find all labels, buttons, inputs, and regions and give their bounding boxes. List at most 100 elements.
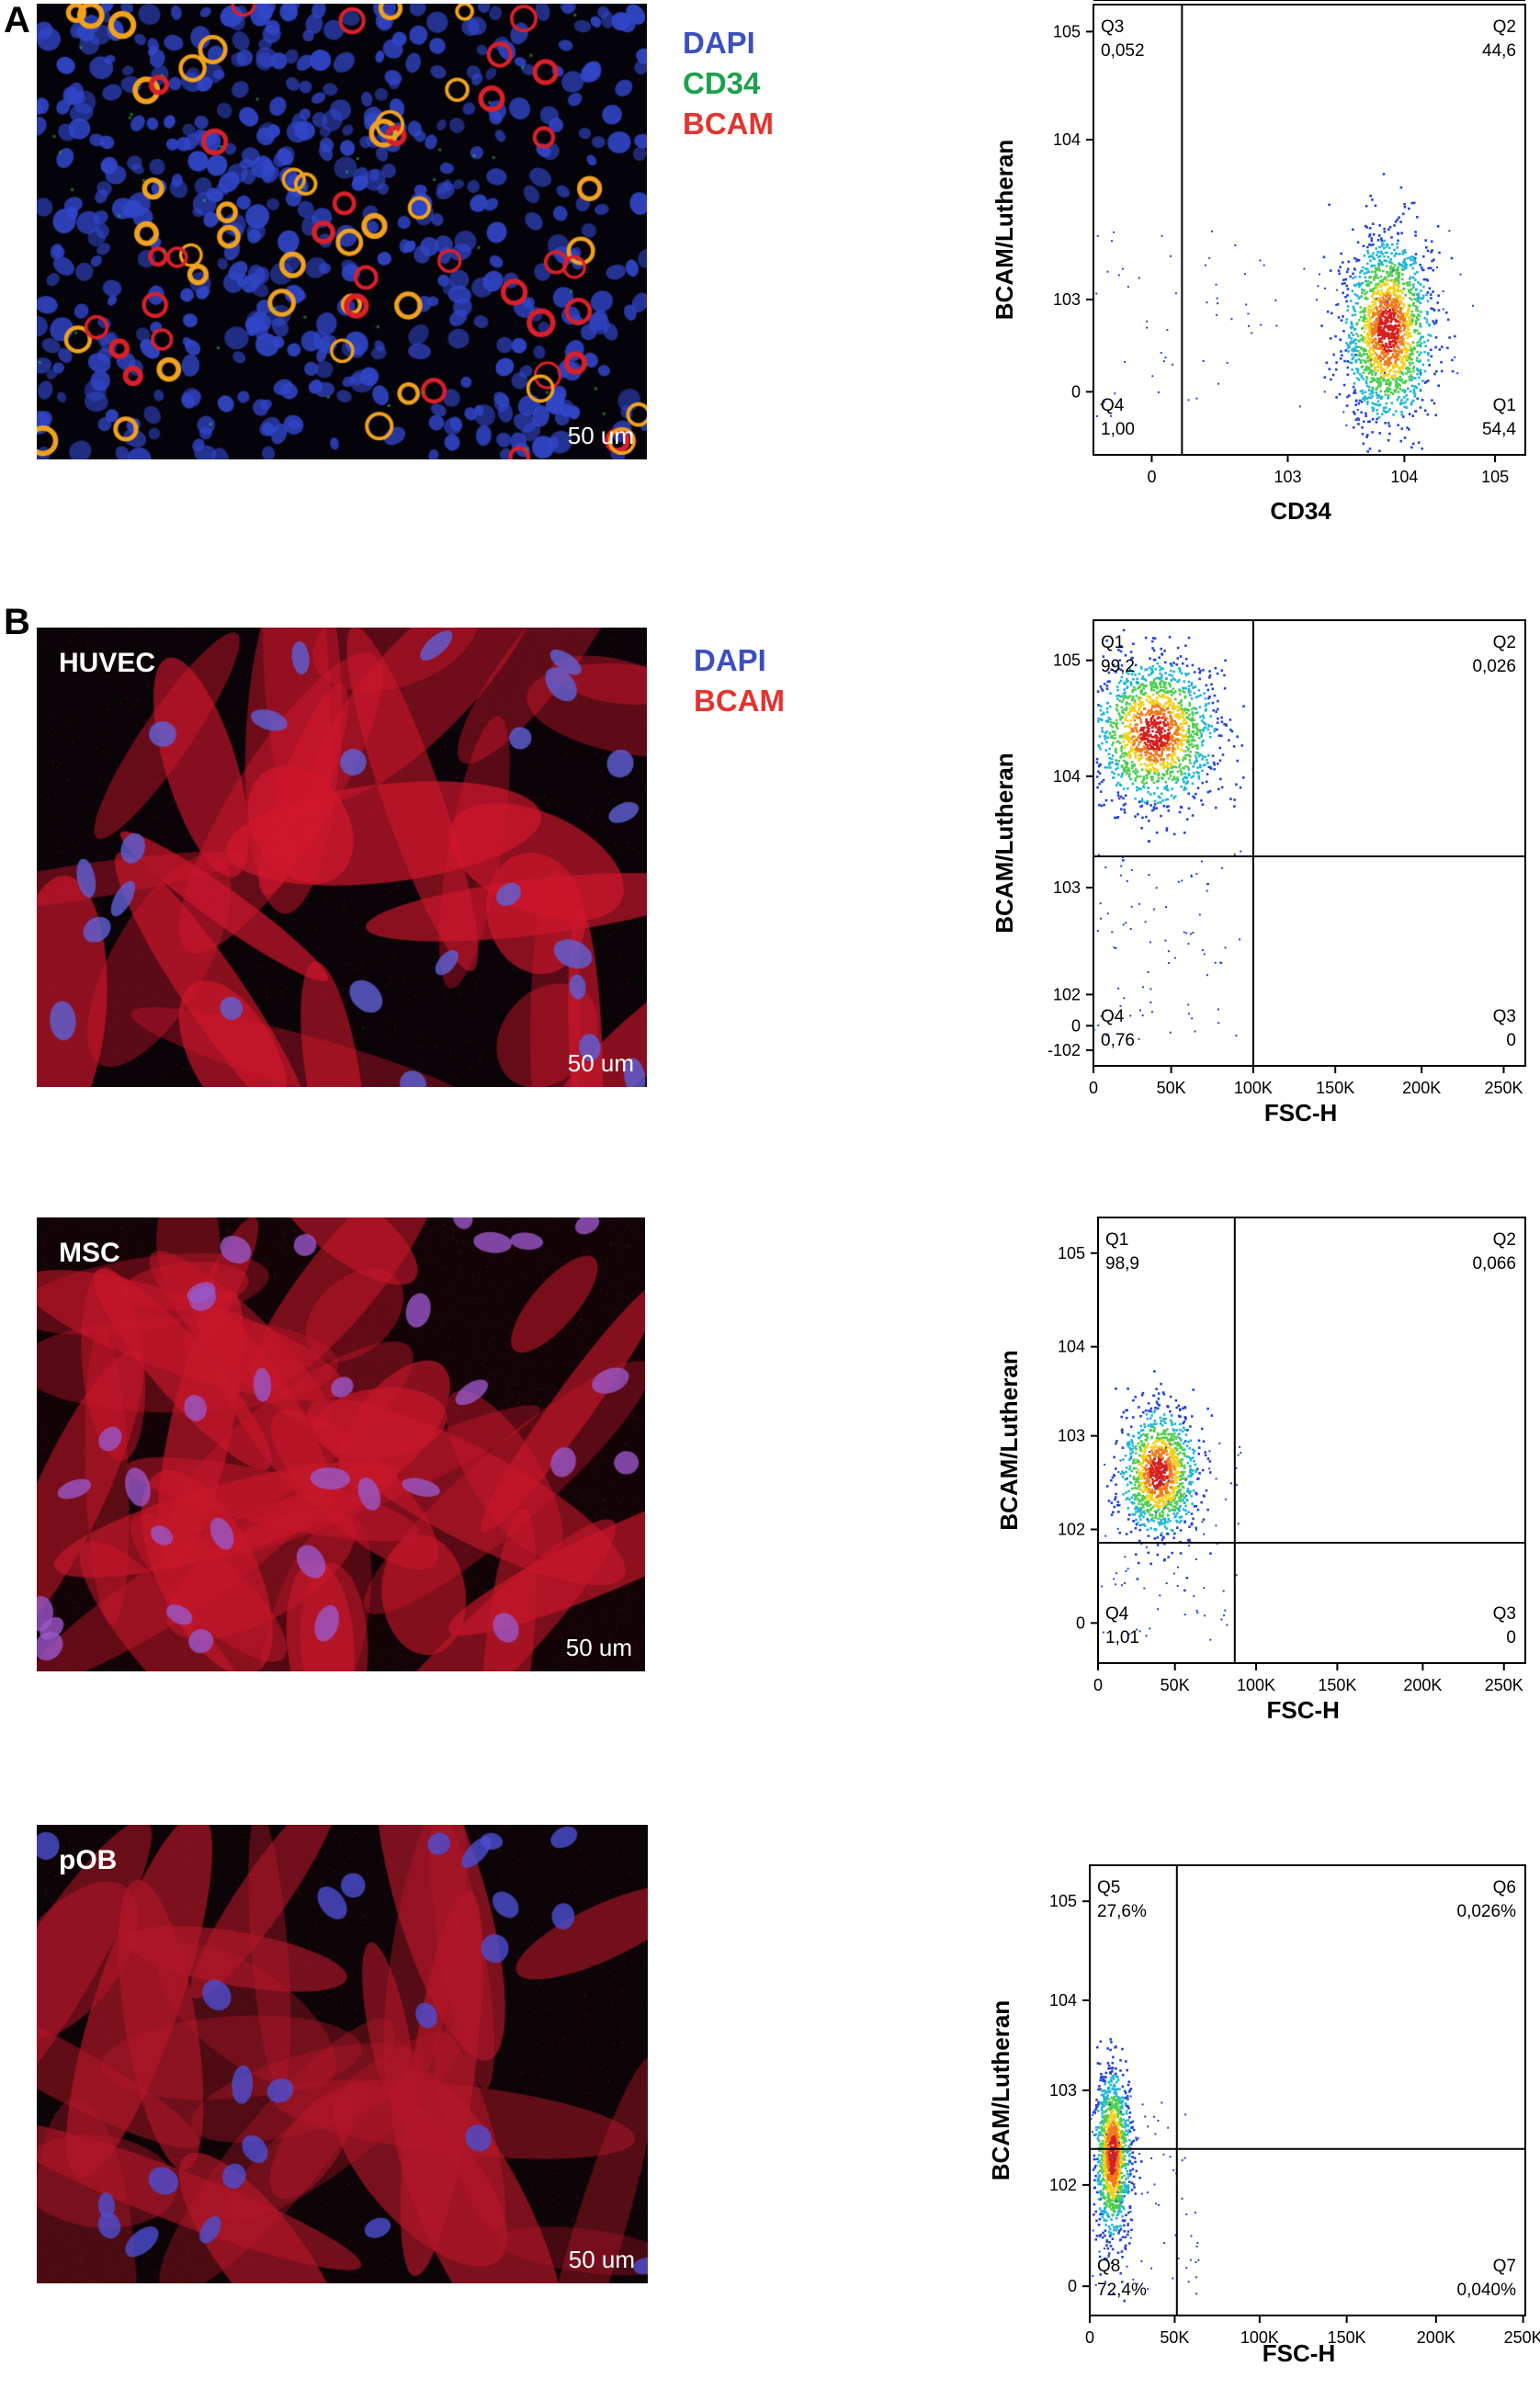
event-dot — [1173, 1422, 1176, 1425]
event-dot — [1404, 315, 1407, 318]
event-dot — [1201, 742, 1204, 744]
event-dot — [1131, 1451, 1134, 1454]
event-dot — [1216, 284, 1217, 286]
event-dot — [1217, 298, 1218, 300]
event-dot — [1178, 706, 1181, 708]
event-dot — [1104, 732, 1107, 735]
event-dot — [1190, 933, 1192, 934]
event-dot — [1102, 2115, 1104, 2118]
event-dot — [1410, 289, 1413, 291]
event-dot — [1375, 331, 1377, 334]
event-dot — [1173, 753, 1176, 756]
micrograph-huvec: HUVEC 50 um — [37, 628, 647, 1087]
event-dot — [1134, 1396, 1137, 1398]
event-dot — [1177, 647, 1180, 650]
event-dot — [1374, 403, 1376, 406]
event-dot — [1146, 1413, 1149, 1416]
event-dot — [1158, 777, 1161, 780]
event-dot — [1395, 277, 1398, 280]
event-dot — [1422, 286, 1425, 289]
event-dot — [1208, 702, 1211, 705]
event-dot — [1129, 2112, 1132, 2114]
event-dot — [1379, 383, 1382, 386]
event-dot — [1099, 748, 1102, 751]
event-dot — [1392, 305, 1395, 308]
event-dot — [1161, 799, 1164, 802]
event-dot — [1217, 1009, 1219, 1011]
event-dot — [1403, 282, 1406, 285]
event-dot — [1384, 360, 1387, 363]
event-dot — [1355, 345, 1358, 348]
event-dot — [1350, 341, 1353, 344]
event-dot — [1188, 774, 1191, 776]
event-dot — [1183, 1521, 1186, 1523]
event-dot — [1369, 333, 1372, 335]
event-dot — [1393, 370, 1396, 373]
event-dot — [1176, 681, 1179, 684]
event-dot — [1387, 228, 1390, 231]
event-dot — [1159, 1445, 1161, 1448]
event-dot — [1382, 270, 1385, 273]
event-dot — [1408, 290, 1410, 293]
event-dot — [1393, 224, 1396, 227]
event-dot — [1142, 779, 1145, 782]
event-dot — [1379, 251, 1382, 254]
event-dot — [1151, 640, 1154, 643]
event-dot — [1131, 705, 1134, 708]
y-tick-label: 104 — [1053, 767, 1081, 786]
event-dot — [1209, 1639, 1211, 1641]
event-dot — [1133, 686, 1136, 689]
event-dot — [1152, 1480, 1155, 1483]
event-dot — [1141, 748, 1144, 751]
event-dot — [1178, 1471, 1181, 1474]
event-dot — [1365, 367, 1368, 369]
event-dot — [1188, 808, 1191, 810]
event-dot — [1392, 353, 1395, 356]
event-dot — [1404, 267, 1407, 270]
event-dot — [1421, 379, 1424, 382]
quadrant-name: Q2 — [1493, 17, 1516, 37]
event-dot — [1180, 704, 1183, 707]
event-dot — [1345, 318, 1348, 321]
event-dot — [1201, 769, 1204, 772]
event-dot — [1148, 1534, 1150, 1537]
event-dot — [1353, 306, 1355, 309]
event-dot — [1204, 1451, 1206, 1454]
event-dot — [1173, 1467, 1176, 1470]
event-dot — [1178, 759, 1181, 762]
event-dot — [1126, 1466, 1128, 1469]
event-dot — [1166, 708, 1169, 710]
event-dot — [1145, 1465, 1148, 1467]
event-dot — [1113, 946, 1115, 948]
event-dot — [1159, 669, 1161, 672]
event-dot — [1121, 701, 1124, 704]
event-dot — [1397, 300, 1399, 303]
event-dot — [1096, 415, 1098, 417]
event-dot — [1379, 319, 1382, 322]
x-tick-label: 150K — [1318, 1676, 1356, 1694]
event-dot — [1187, 1003, 1189, 1005]
event-dot — [1137, 770, 1139, 773]
event-dot — [1174, 1455, 1177, 1458]
x-tick-label: 0 — [1089, 1079, 1098, 1097]
event-dot — [1376, 360, 1378, 363]
event-dot — [1376, 421, 1378, 424]
event-dot — [1180, 1475, 1183, 1478]
event-dot — [1203, 717, 1206, 719]
event-dot — [1132, 1399, 1135, 1402]
event-dot — [1395, 410, 1398, 413]
event-dot — [1159, 1522, 1161, 1524]
event-dot — [1316, 299, 1318, 300]
event-dot — [1353, 293, 1356, 296]
event-dot — [1147, 1436, 1149, 1439]
event-dot — [1167, 733, 1170, 736]
event-dot — [1410, 401, 1413, 403]
event-dot — [1366, 401, 1369, 403]
event-dot — [1172, 724, 1174, 727]
event-dot — [1401, 358, 1404, 361]
event-dot — [1118, 1532, 1121, 1534]
event-dot — [1334, 335, 1337, 338]
event-dot — [1177, 1477, 1180, 1479]
event-dot — [1353, 372, 1356, 375]
event-dot — [1376, 310, 1379, 312]
